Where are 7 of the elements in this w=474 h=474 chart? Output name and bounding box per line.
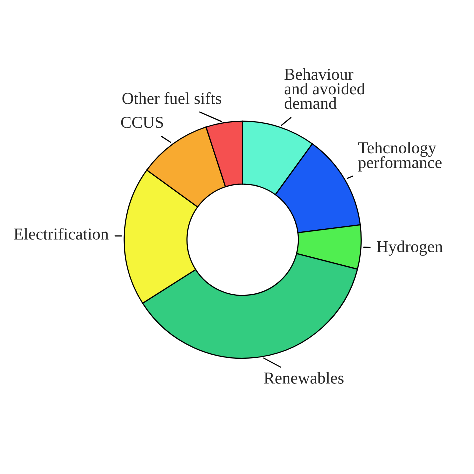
slice-label: Renewables [264, 372, 344, 384]
slice-label: Tehcnology performance [358, 142, 442, 172]
slice-label: Electrification [14, 228, 109, 240]
slice-label: Other fuel sifts [122, 92, 222, 104]
slice-label: Hydrogen [377, 240, 443, 256]
slice-label: Behaviour and avoided demand [284, 68, 366, 110]
slice-label: CCUS [121, 117, 164, 128]
